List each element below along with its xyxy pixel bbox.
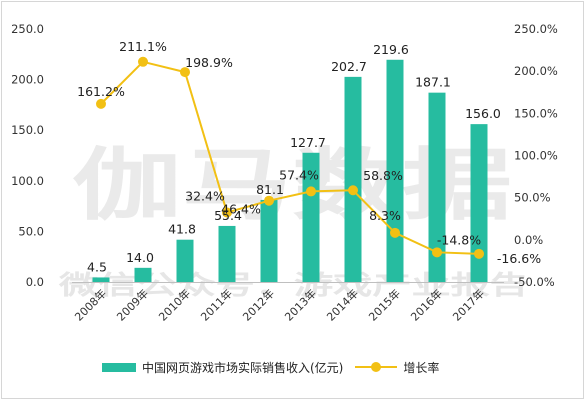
legend-line-label: 增长率 bbox=[403, 360, 440, 375]
bar-value-label: 4.5 bbox=[87, 259, 107, 274]
bar bbox=[92, 277, 110, 282]
growth-line bbox=[100, 60, 480, 255]
bar-value-label: 81.1 bbox=[256, 182, 284, 197]
growth-point bbox=[390, 227, 400, 238]
bar bbox=[302, 152, 320, 282]
bar bbox=[176, 239, 194, 282]
bar-value-label: 41.8 bbox=[168, 222, 196, 237]
growth-point bbox=[180, 67, 190, 78]
line-value-label: -16.6% bbox=[497, 251, 541, 266]
growth-point bbox=[264, 195, 274, 206]
bar bbox=[218, 225, 236, 282]
bar-value-label: 156.0 bbox=[465, 106, 501, 121]
legend-bar-swatch bbox=[102, 362, 136, 372]
line-value-label: 161.2% bbox=[77, 84, 125, 99]
y-right-tick-label: 200.0% bbox=[514, 64, 558, 78]
line-series bbox=[96, 56, 484, 259]
y-right-tick-label: 150.0% bbox=[514, 106, 558, 120]
line-value-label: -14.8% bbox=[437, 232, 481, 247]
growth-point bbox=[348, 185, 358, 196]
bar-value-label: 202.7 bbox=[331, 59, 367, 74]
bar bbox=[344, 76, 362, 282]
bar bbox=[470, 124, 488, 283]
legend-line-swatch bbox=[355, 362, 398, 372]
line-value-label: 211.1% bbox=[119, 39, 167, 54]
bar-value-label: 187.1 bbox=[415, 75, 451, 90]
y-right-tick-label: 100.0% bbox=[514, 149, 558, 163]
bar-series bbox=[92, 59, 488, 283]
line-value-label: 46.4% bbox=[221, 202, 261, 217]
line-value-label: 57.4% bbox=[279, 167, 319, 182]
bar-value-label: 55.4 bbox=[214, 208, 242, 223]
y-right-tick-label: 0.0% bbox=[514, 233, 543, 247]
data-labels: 4.5 14.0 41.8 55.4 81.1 127.7 202.7 219.6 187.1 1… bbox=[77, 39, 541, 275]
y-left-tick-label: 200.0 bbox=[11, 73, 44, 87]
bar bbox=[134, 267, 152, 282]
watermark-small-text: 微信公众号：游戏产业报告 bbox=[57, 270, 529, 301]
bar-value-label: 127.7 bbox=[290, 135, 326, 150]
bar-value-label: 219.6 bbox=[373, 42, 409, 57]
y-left-tick-label: 0.0 bbox=[26, 275, 44, 289]
legend-bar-label: 中国网页游戏市场实际销售收入(亿元) bbox=[142, 360, 344, 375]
growth-point bbox=[138, 56, 148, 67]
line-value-label: 58.8% bbox=[363, 168, 403, 183]
growth-point bbox=[96, 98, 106, 109]
y-right-tick-label: -50.0% bbox=[514, 275, 555, 289]
y-axis-right: -50.0% 0.0% 50.0% 100.0% 150.0% 200.0% 250.0% bbox=[514, 22, 558, 289]
watermark-large-text: 伽马数据 bbox=[72, 141, 512, 231]
y-left-tick-label: 250.0 bbox=[11, 22, 44, 36]
y-left-tick-label: 50.0 bbox=[18, 224, 44, 238]
line-value-label: 198.9% bbox=[185, 55, 233, 70]
bar-value-label: 14.0 bbox=[126, 250, 154, 265]
y-left-tick-label: 150.0 bbox=[11, 123, 44, 137]
watermark: 伽马数据 微信公众号：游戏产业报告 bbox=[57, 141, 529, 301]
bar bbox=[386, 59, 404, 282]
y-right-tick-label: 250.0% bbox=[514, 22, 558, 36]
y-left-tick-label: 100.0 bbox=[11, 174, 44, 188]
line-value-label: 8.3% bbox=[369, 208, 401, 223]
growth-point bbox=[222, 207, 232, 218]
line-value-label: 32.4% bbox=[185, 189, 225, 204]
growth-point bbox=[474, 248, 484, 259]
growth-point bbox=[306, 186, 316, 197]
legend-line-marker bbox=[371, 362, 382, 372]
bar bbox=[428, 92, 446, 282]
legend: 中国网页游戏市场实际销售收入(亿元) 增长率 bbox=[102, 358, 439, 376]
bar bbox=[260, 199, 278, 282]
y-axis-left: 0.0 50.0 100.0 150.0 200.0 250.0 bbox=[11, 22, 44, 289]
y-right-tick-label: 50.0% bbox=[514, 191, 551, 205]
growth-point bbox=[432, 247, 442, 258]
